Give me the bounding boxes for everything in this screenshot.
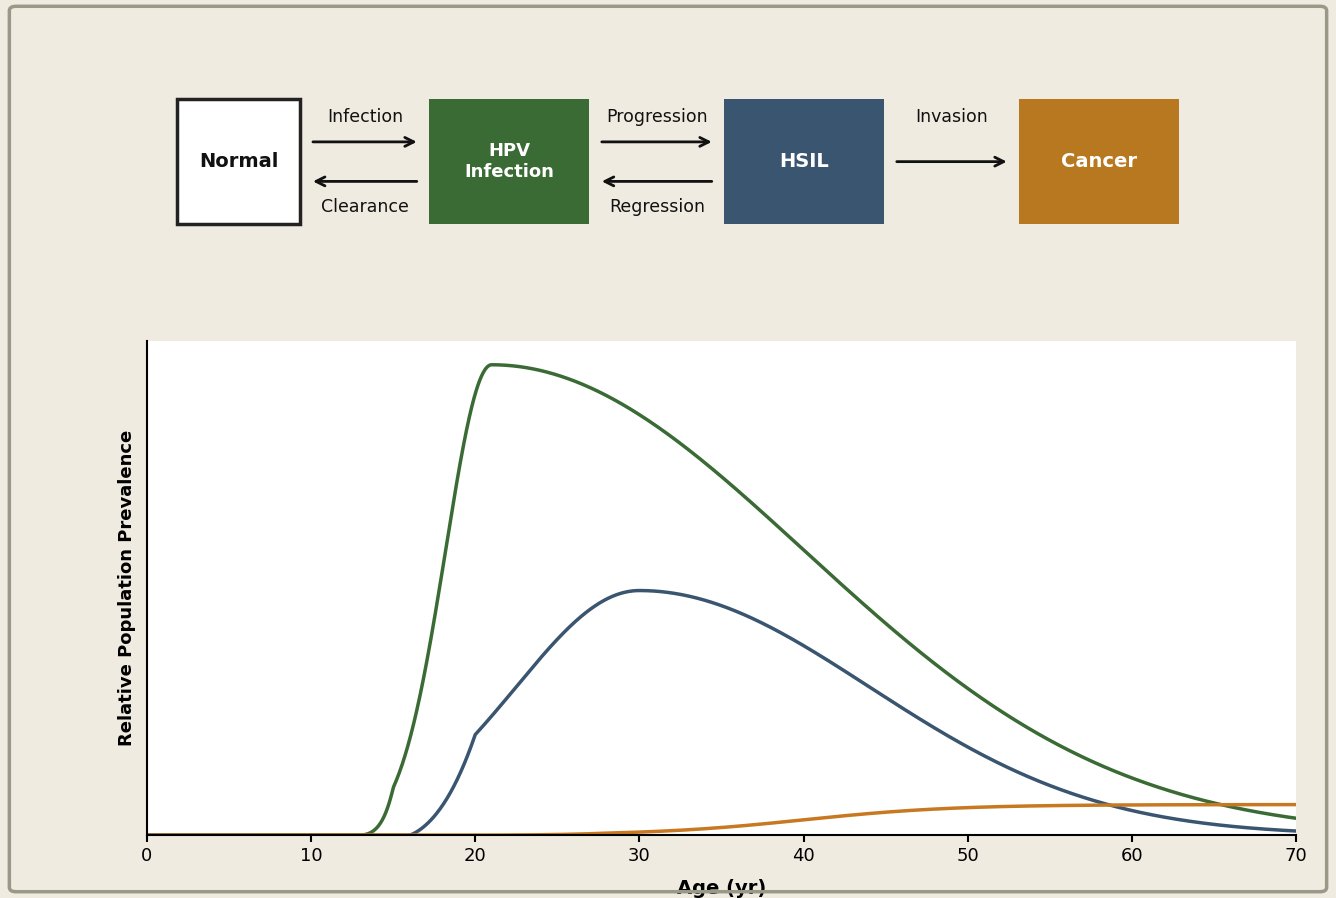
Text: Invasion: Invasion bbox=[915, 108, 989, 126]
Text: HPV
Infection: HPV Infection bbox=[465, 142, 554, 181]
Text: HSIL: HSIL bbox=[779, 152, 830, 172]
FancyBboxPatch shape bbox=[429, 99, 589, 224]
Text: Infection: Infection bbox=[327, 108, 403, 126]
FancyBboxPatch shape bbox=[178, 99, 301, 224]
X-axis label: Age (yr): Age (yr) bbox=[677, 879, 766, 898]
Text: Regression: Regression bbox=[609, 198, 705, 216]
Text: Progression: Progression bbox=[607, 108, 708, 126]
Y-axis label: Relative Population Prevalence: Relative Population Prevalence bbox=[118, 430, 136, 746]
Text: Normal: Normal bbox=[199, 152, 279, 172]
FancyBboxPatch shape bbox=[724, 99, 884, 224]
Text: Clearance: Clearance bbox=[321, 198, 409, 216]
Text: Cancer: Cancer bbox=[1061, 152, 1137, 172]
FancyBboxPatch shape bbox=[1019, 99, 1180, 224]
